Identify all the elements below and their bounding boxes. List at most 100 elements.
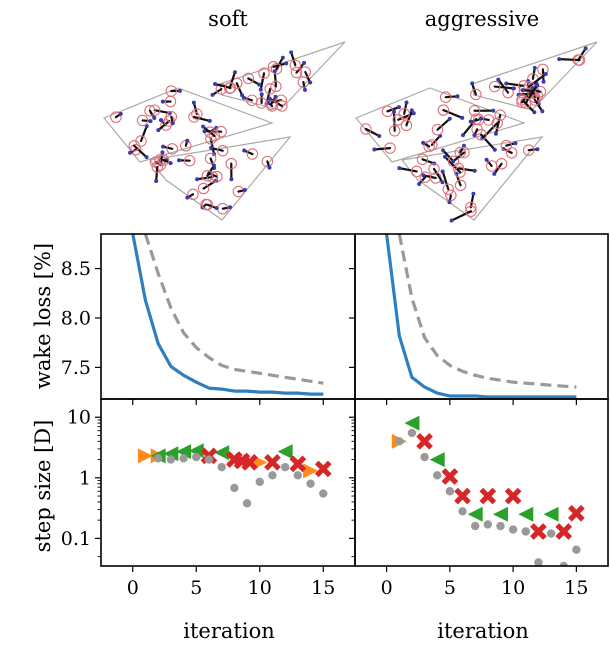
dot-point xyxy=(230,483,239,493)
y-tick-label: 0.1 xyxy=(61,528,91,550)
turbine-end xyxy=(511,86,516,91)
dot-point xyxy=(420,452,429,462)
turbine-path xyxy=(493,162,503,175)
turbine-start xyxy=(442,183,455,195)
dot-point xyxy=(470,521,480,531)
turbine-start xyxy=(465,205,477,218)
solid-series-line xyxy=(131,234,324,396)
turbine-start xyxy=(482,114,495,126)
turbine-path xyxy=(155,165,159,183)
y-tick-label: 8.5 xyxy=(61,258,91,280)
y-tick-label: 10 xyxy=(67,407,91,429)
dot-point xyxy=(395,437,404,446)
cross-point xyxy=(314,460,332,478)
turbine-end xyxy=(152,116,157,121)
turbine-start xyxy=(201,198,214,211)
plot-area xyxy=(385,234,577,399)
turbine-end xyxy=(557,57,562,62)
turbine-path xyxy=(493,85,515,90)
turbine-path xyxy=(398,167,418,173)
dot-point xyxy=(534,558,543,566)
turbine-end xyxy=(118,111,123,116)
turbine-end xyxy=(280,55,285,60)
turbine-end xyxy=(273,94,278,99)
cross-point xyxy=(416,433,433,450)
cross-point xyxy=(479,487,497,505)
triangle-left-point xyxy=(176,444,192,460)
dot-point xyxy=(319,489,328,498)
turbine-start xyxy=(299,66,312,78)
turbine-path xyxy=(481,122,499,140)
turbine-path xyxy=(422,174,437,180)
turbine-end xyxy=(421,140,426,145)
turbine-end xyxy=(161,144,166,149)
turbine-end xyxy=(128,150,133,155)
plot-area xyxy=(131,234,324,396)
cross-point xyxy=(530,523,547,540)
triangle-right-point xyxy=(303,463,319,479)
solid-series-line xyxy=(385,234,577,399)
turbine-path xyxy=(457,167,476,172)
turbine-end xyxy=(272,69,277,74)
turbine-end xyxy=(404,100,409,105)
turbine-end xyxy=(411,111,416,116)
turbine-start xyxy=(491,117,503,129)
turbine-path xyxy=(192,115,211,123)
turbine-end xyxy=(441,148,446,153)
turbine-start xyxy=(270,80,282,93)
turbine-start xyxy=(206,171,219,183)
turbine-start xyxy=(246,148,259,160)
turbine-start xyxy=(400,119,413,132)
dot-point xyxy=(268,471,277,480)
turbine-end xyxy=(168,161,173,166)
turbine-end xyxy=(201,124,206,129)
cross-point xyxy=(441,468,459,485)
turbine-start xyxy=(255,97,268,109)
turbine-end xyxy=(185,138,190,143)
turbine-path xyxy=(397,112,415,121)
turbine-path xyxy=(133,144,148,159)
plot-area xyxy=(137,443,332,508)
wake-loss-aggressive-panel xyxy=(349,233,609,405)
turbine-path xyxy=(469,192,475,209)
dot-point xyxy=(306,479,315,488)
turbine-path xyxy=(195,175,214,181)
turbine-start xyxy=(266,100,278,112)
dot-point xyxy=(445,487,455,496)
turbine-end xyxy=(583,46,588,51)
turbine-start xyxy=(439,91,452,103)
turbine-start xyxy=(242,72,255,85)
turbine-start xyxy=(201,169,214,182)
site-boundary xyxy=(355,87,526,163)
turbine-end xyxy=(530,86,535,91)
turbine-end xyxy=(460,115,465,120)
turbine-start xyxy=(225,157,238,170)
turbine-path xyxy=(436,117,451,131)
column-title-aggressive: aggressive xyxy=(425,7,539,31)
turbine-end xyxy=(241,95,246,100)
turbine-end xyxy=(258,87,263,92)
turbine-end xyxy=(214,206,219,211)
site-boundary xyxy=(400,136,544,221)
layout-diagram-soft xyxy=(103,41,346,221)
turbine-end xyxy=(372,147,377,152)
wake-loss-soft-panel: 7.5 8.0 8.5 xyxy=(61,233,356,405)
triangle-left-point xyxy=(518,506,534,522)
turbine-start xyxy=(151,161,164,173)
turbine-end xyxy=(451,159,456,164)
turbine-start xyxy=(136,114,149,127)
x-tick-label: 0 xyxy=(127,577,139,599)
turbine-end xyxy=(496,77,501,82)
turbine-end xyxy=(540,109,545,114)
axes-frame xyxy=(354,233,609,400)
dot-point xyxy=(153,454,163,463)
turbine-end xyxy=(513,141,518,146)
turbine-start xyxy=(208,130,221,142)
x-tick-label: 10 xyxy=(248,577,272,599)
turbine-end xyxy=(468,119,473,124)
turbine-start xyxy=(454,166,466,178)
turbine-start xyxy=(428,163,440,175)
turbine-path xyxy=(558,58,581,62)
turbine-end xyxy=(257,82,262,87)
